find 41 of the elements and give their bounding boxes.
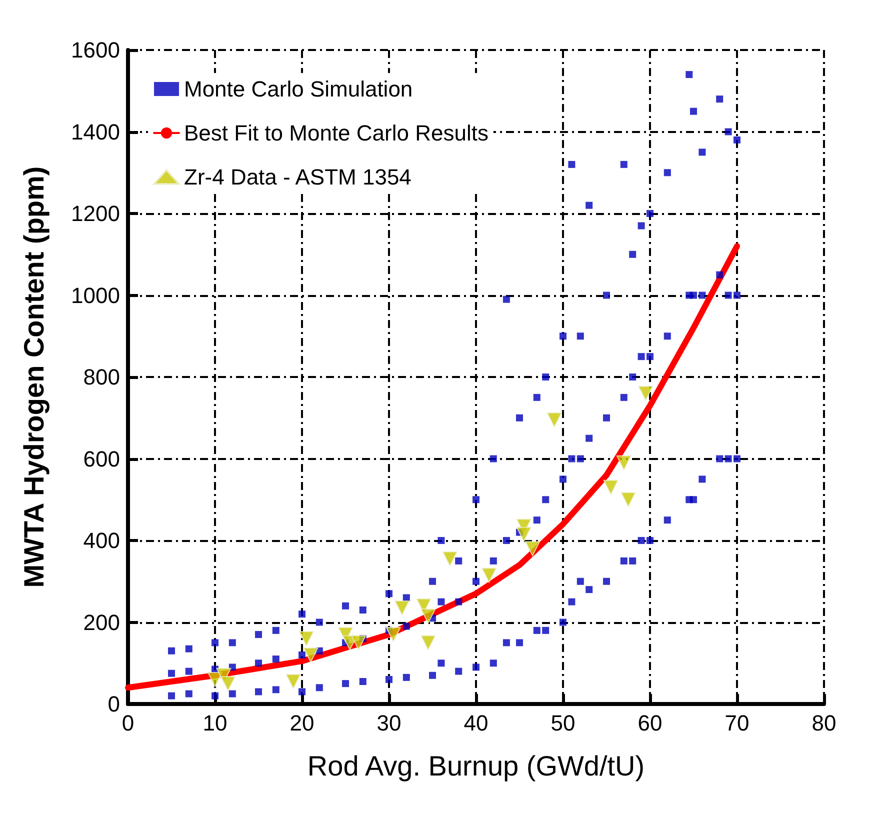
point — [616, 455, 632, 470]
x-tick-label: 40 — [464, 710, 488, 736]
y-tick-label: 1400 — [71, 119, 120, 144]
y-tick-label: 1200 — [71, 201, 120, 226]
x-tick-label: 10 — [202, 710, 228, 736]
point — [546, 412, 562, 428]
legend-label: Monte Carlo Simulation — [184, 76, 413, 102]
point — [303, 647, 318, 662]
point — [208, 672, 222, 687]
y-tick-label: 400 — [83, 528, 120, 553]
point — [286, 674, 301, 690]
point — [525, 541, 540, 556]
legend-label: Best Fit to Monte Carlo Results — [184, 120, 488, 146]
y-tick-label: 1600 — [71, 38, 120, 62]
y-tick-label: 200 — [83, 610, 120, 635]
x-tick-label: 80 — [812, 710, 836, 736]
point — [516, 526, 532, 542]
point — [394, 600, 410, 616]
x-axis-title: Rod Avg. Burnup (GWd/tU) — [307, 750, 645, 782]
point — [298, 631, 314, 646]
point — [420, 635, 436, 650]
legend-label: Zr-4 Data - ASTM 1354 — [184, 164, 412, 190]
x-tick-label: 50 — [550, 710, 576, 736]
y-tick-label: 1000 — [71, 282, 120, 308]
y-axis-title: MWTA Hydrogen Content (ppm) — [18, 166, 50, 588]
x-tick-label: 20 — [290, 710, 314, 736]
point — [482, 568, 497, 583]
point — [386, 627, 401, 642]
x-tick-label: 70 — [724, 710, 750, 736]
y-tick-label: 800 — [83, 364, 120, 390]
x-tick-label: 30 — [376, 710, 402, 736]
point — [351, 635, 366, 650]
point — [620, 492, 636, 508]
point — [638, 386, 654, 401]
x-tick-label: 60 — [638, 710, 662, 736]
point — [603, 480, 618, 495]
point — [420, 608, 436, 624]
y-tick-label: 0 — [108, 692, 120, 716]
y-tick-label: 600 — [83, 446, 120, 472]
point — [220, 676, 236, 692]
point — [442, 551, 458, 566]
